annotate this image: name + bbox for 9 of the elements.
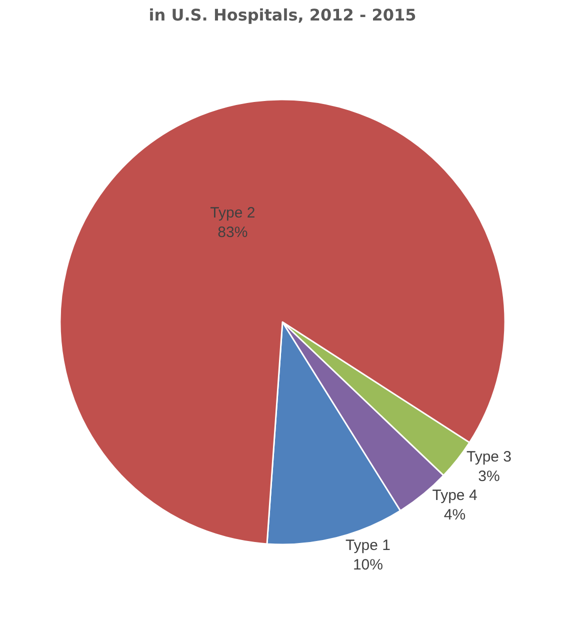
data-label: 83% [218, 224, 248, 241]
slice-label: Type 1 [345, 536, 390, 554]
data-label: 4% [444, 506, 466, 524]
slice-label: Type 3 [466, 448, 512, 466]
chart-title: in U.S. Hospitals, 2012 - 2015 [148, 6, 416, 25]
data-label: 10% [352, 556, 383, 574]
slice-label: Type 2 [210, 204, 256, 222]
data-label: 3% [478, 468, 500, 485]
slice-label: Type 4 [432, 487, 478, 504]
